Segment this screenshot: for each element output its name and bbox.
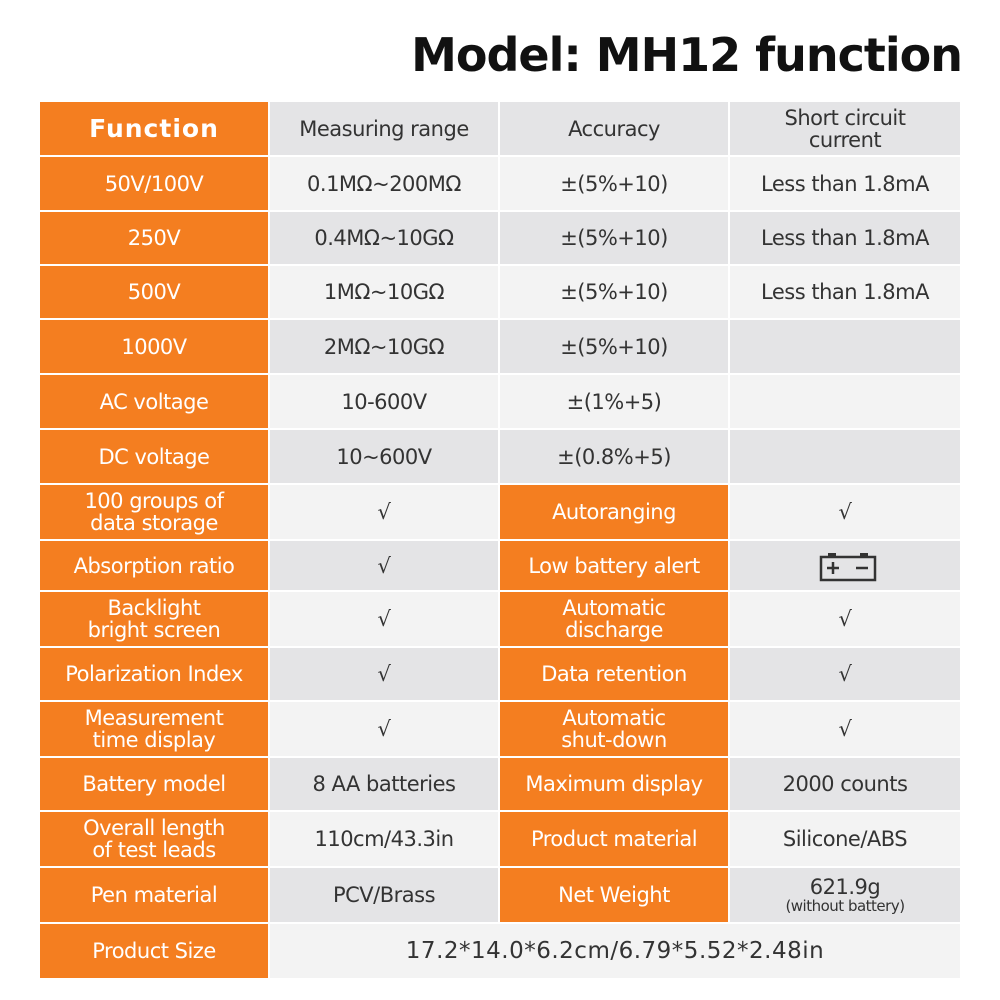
cell-value: 2000 counts xyxy=(730,758,960,810)
cell-value: √ xyxy=(270,541,498,590)
cell-value: ±(5%+10) xyxy=(500,320,728,373)
cell-value: Net Weight xyxy=(500,868,728,922)
function-name: 250V xyxy=(40,212,268,264)
cell-value: √ xyxy=(270,592,498,646)
cell-value: √ xyxy=(730,592,960,646)
cell-value: ±(0.8%+5) xyxy=(500,430,728,483)
cell-value: 110cm/43.3in xyxy=(270,812,498,866)
function-name: Backlight bright screen xyxy=(40,592,268,646)
function-name: AC voltage xyxy=(40,375,268,428)
cell-value: 621.9g (without battery) xyxy=(730,868,960,922)
cell-value: 0.4MΩ~10GΩ xyxy=(270,212,498,264)
function-name: 100 groups of data storage xyxy=(40,485,268,539)
cell-value: Silicone/ABS xyxy=(730,812,960,866)
function-name: Battery model xyxy=(40,758,268,810)
battery-icon xyxy=(819,553,877,582)
cell-value: √ xyxy=(730,648,960,700)
empty-cell xyxy=(730,320,960,373)
function-name: 500V xyxy=(40,266,268,318)
cell-value: √ xyxy=(730,485,960,539)
cell-value: Automatic shut-down xyxy=(500,702,728,756)
cell-value: 2MΩ~10GΩ xyxy=(270,320,498,373)
cell-value: 10~600V xyxy=(270,430,498,483)
cell-value: √ xyxy=(270,702,498,756)
header-cell: Measuring range xyxy=(270,102,498,155)
cell-value: √ xyxy=(730,702,960,756)
cell-value: Less than 1.8mA xyxy=(730,212,960,264)
cell-value: 1MΩ~10GΩ xyxy=(270,266,498,318)
cell-value: 10-600V xyxy=(270,375,498,428)
cell-value: ±(5%+10) xyxy=(500,212,728,264)
function-name: Polarization Index xyxy=(40,648,268,700)
cell-value: 8 AA batteries xyxy=(270,758,498,810)
cell-value: Less than 1.8mA xyxy=(730,157,960,210)
header-cell: Short circuit current xyxy=(730,102,960,155)
empty-cell xyxy=(730,541,960,590)
cell-value: 0.1MΩ~200MΩ xyxy=(270,157,498,210)
function-name: Overall length of test leads xyxy=(40,812,268,866)
cell-value: Automatic discharge xyxy=(500,592,728,646)
cell-value: 17.2*14.0*6.2cm/6.79*5.52*2.48in xyxy=(270,924,960,978)
function-name: 50V/100V xyxy=(40,157,268,210)
function-name: Measurement time display xyxy=(40,702,268,756)
header-cell: Accuracy xyxy=(500,102,728,155)
header-cell: Function xyxy=(40,102,268,155)
cell-value: Data retention xyxy=(500,648,728,700)
function-name: Product Size xyxy=(40,924,268,978)
function-name: Pen material xyxy=(40,868,268,922)
weight-note: (without battery) xyxy=(785,897,905,915)
cell-value: Autoranging xyxy=(500,485,728,539)
cell-value: Maximum display xyxy=(500,758,728,810)
cell-value: Low battery alert xyxy=(500,541,728,590)
function-name: 1000V xyxy=(40,320,268,373)
cell-value: ±(5%+10) xyxy=(500,157,728,210)
cell-value: √ xyxy=(270,648,498,700)
weight-value: 621.9g xyxy=(809,875,881,899)
function-name: DC voltage xyxy=(40,430,268,483)
cell-value: Less than 1.8mA xyxy=(730,266,960,318)
cell-value: ±(5%+10) xyxy=(500,266,728,318)
function-name: Absorption ratio xyxy=(40,541,268,590)
empty-cell xyxy=(730,375,960,428)
cell-value: PCV/Brass xyxy=(270,868,498,922)
title: Model: MH12 function xyxy=(411,28,963,82)
cell-value: Product material xyxy=(500,812,728,866)
empty-cell xyxy=(730,430,960,483)
cell-value: √ xyxy=(270,485,498,539)
cell-value: ±(1%+5) xyxy=(500,375,728,428)
